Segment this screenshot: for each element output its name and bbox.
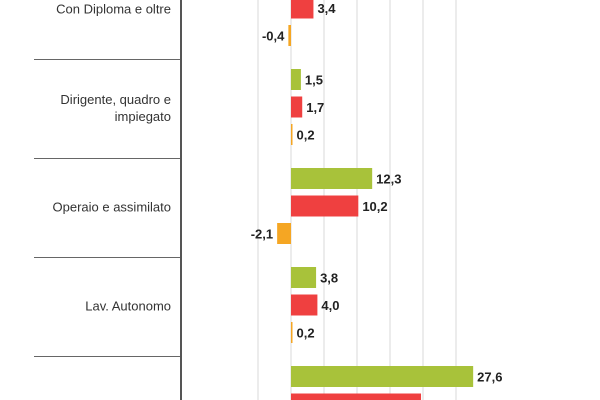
bar: [291, 0, 314, 19]
bar: [288, 25, 291, 46]
category-label: Con Diploma e oltre: [56, 2, 171, 17]
data-label: 12,3: [376, 172, 401, 187]
bar: [291, 96, 303, 118]
category-label: impiegato: [115, 109, 171, 124]
bar: [291, 168, 373, 189]
bar: [291, 69, 301, 90]
bar: [291, 294, 318, 316]
data-label: -0,4: [262, 29, 285, 44]
data-label: 3,8: [320, 271, 338, 286]
bar: [291, 366, 474, 387]
data-label: 1,5: [305, 73, 323, 88]
data-label: 0,2: [297, 326, 315, 341]
data-label: 1,7: [306, 100, 324, 115]
data-label: 10,2: [362, 199, 387, 214]
bar: [291, 124, 293, 145]
category-label: Dirigente, quadro e: [60, 92, 171, 107]
data-label: 0,2: [297, 128, 315, 143]
category-label: Lav. Autonomo: [85, 299, 171, 314]
category-label: Disoccupato: [99, 398, 171, 400]
bar: [291, 393, 422, 400]
bar: [291, 322, 293, 343]
category-label: Operaio e assimilato: [53, 200, 172, 215]
data-label: 4,0: [321, 298, 339, 313]
data-label: 19,7: [425, 397, 450, 400]
bar: [291, 195, 359, 217]
data-label: 3,4: [317, 1, 336, 16]
data-label: -2,1: [251, 227, 273, 242]
bar: [291, 267, 317, 288]
data-label: 27,6: [477, 370, 502, 385]
bar: [277, 223, 291, 244]
